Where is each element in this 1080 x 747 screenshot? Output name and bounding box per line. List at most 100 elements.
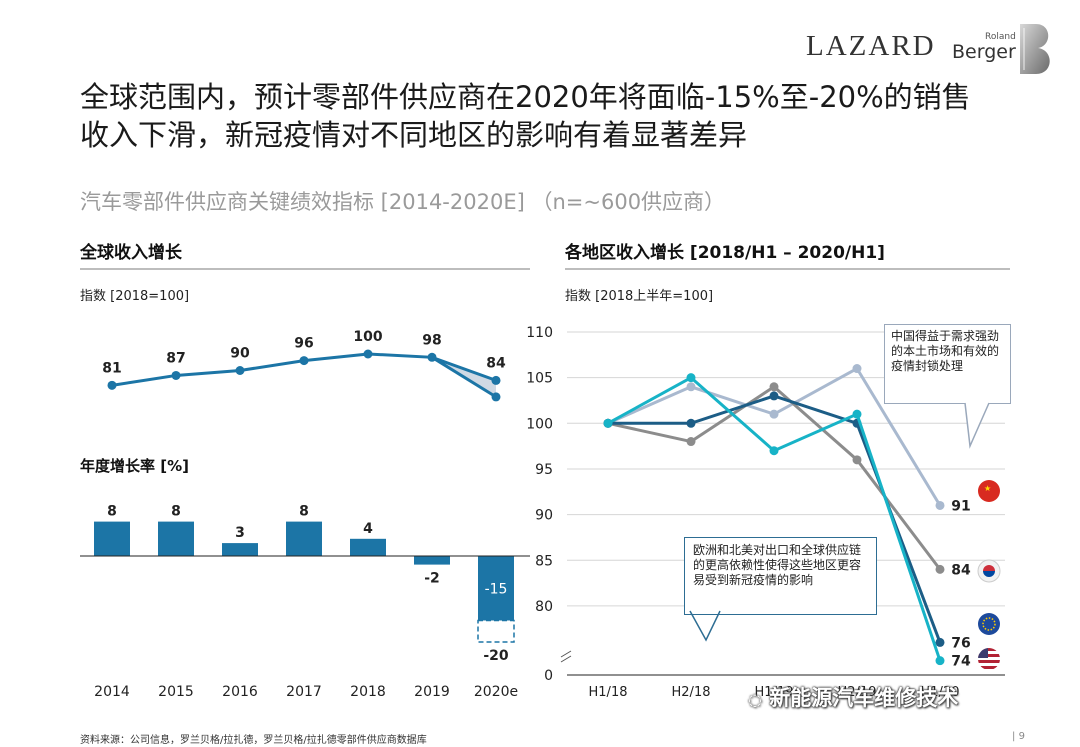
title-line-2: 收入下滑，新冠疫情对不同地区的影响有着显著差异	[80, 118, 748, 152]
region-point-europe	[769, 391, 779, 401]
growth-bar	[478, 556, 514, 621]
y-tick-label: 90	[535, 508, 553, 524]
china-flag-icon: ★	[978, 480, 1000, 502]
page-number-value: 9	[1018, 731, 1025, 742]
region-point-china	[686, 382, 696, 392]
global-index-data-label: 100	[353, 329, 382, 345]
region-point-china	[852, 364, 862, 374]
year-tick-label: 2018	[350, 684, 386, 700]
global-index-data-label: 96	[294, 336, 313, 352]
growth-bar-range	[477, 619, 515, 643]
us-flag-icon	[978, 648, 1000, 670]
lazard-logo: LAZARD	[806, 30, 936, 62]
watermark-text: 新能源汽车维修技术	[769, 686, 959, 710]
left-divider	[80, 268, 530, 270]
region-end-label: 84	[951, 562, 971, 578]
growth-bar	[414, 556, 450, 565]
global-index-point	[427, 352, 437, 362]
year-tick-label: 2015	[158, 684, 194, 700]
growth-bar	[158, 521, 194, 556]
global-index-data-label: 90	[230, 346, 250, 362]
global-index-low-data-label: 74	[486, 409, 506, 410]
period-tick-label: H2/18	[672, 685, 711, 700]
page-number: | 9	[1012, 731, 1025, 742]
region-point-usa	[852, 409, 862, 419]
europe-usa-callout: 欧洲和北美对出口和全球供应链的更高依赖性使得这些地区更容易受到新冠疫情的影响	[684, 537, 877, 615]
global-index-point	[107, 380, 117, 390]
eu-flag-icon	[978, 613, 1000, 635]
callout-pointer	[689, 610, 721, 642]
korea-flag-icon	[977, 559, 1001, 583]
region-point-europe	[935, 637, 945, 647]
growth-bar-label: 8	[299, 504, 309, 520]
growth-bar-label: 8	[171, 504, 181, 520]
y-tick-label: 105	[526, 371, 553, 387]
growth-bar-label: -2	[424, 571, 440, 587]
growth-bar	[222, 543, 258, 556]
growth-bar	[350, 538, 386, 556]
region-point-korea	[769, 382, 779, 392]
regional-growth-heading: 各地区收入增长 [2018/H1 – 2020/H1]	[565, 243, 885, 263]
year-tick-label: 2016	[222, 684, 258, 700]
period-tick-label: H1/18	[589, 685, 628, 700]
global-growth-heading: 全球收入增长	[80, 243, 182, 263]
growth-rate-heading: 年度增长率 [%]	[80, 457, 189, 475]
title-line-1: 全球范围内，预计零部件供应商在2020年将面临-15%至-20%的销售	[80, 80, 971, 114]
growth-bar-label: -15	[485, 581, 508, 597]
global-index-low-point	[491, 392, 501, 402]
growth-bar-label: 4	[363, 521, 373, 537]
subtitle: 汽车零部件供应商关键绩效指标 [2014-2020E] （n=~600供应商）	[80, 190, 726, 214]
y-tick-label: 85	[535, 553, 553, 569]
wechat-icon: ◌	[748, 690, 762, 709]
roland-logo-text: Roland	[985, 32, 1016, 42]
global-index-data-label: 98	[422, 332, 441, 348]
region-point-usa	[686, 373, 696, 383]
global-index-data-label: 84	[486, 355, 506, 371]
region-end-label: 74	[951, 654, 971, 670]
right-divider	[565, 268, 1010, 270]
region-line-usa	[607, 375, 942, 662]
global-index-low-line	[431, 356, 497, 399]
berger-logo-text: Berger	[952, 41, 1016, 63]
roland-berger-b-logo	[1020, 24, 1050, 74]
growth-bar-label: 3	[235, 525, 245, 541]
region-point-usa	[935, 656, 945, 666]
growth-bar-label: 8	[107, 504, 117, 520]
region-point-europe	[686, 418, 696, 428]
china-callout: 中国得益于需求强劲的本土市场和有效的疫情封锁处理	[884, 324, 1011, 404]
global-index-point	[491, 375, 501, 385]
global-index-point	[171, 370, 181, 380]
growth-range-label: -20	[483, 648, 509, 664]
year-tick-label: 2019	[414, 684, 450, 700]
global-index-point	[299, 356, 309, 366]
svg-text:★: ★	[984, 484, 991, 493]
year-tick-label: 2020e	[474, 684, 518, 700]
y-tick-label: 80	[535, 599, 553, 615]
region-end-label: 91	[951, 498, 970, 514]
period-tick-label: H1/20	[921, 685, 960, 700]
source-note: 资料来源：公司信息，罗兰贝格/拉扎德，罗兰贝格/拉扎德零部件供应商数据库	[80, 735, 427, 746]
regional-index-label: 指数 [2018上半年=100]	[565, 289, 714, 304]
europe-usa-callout-text: 欧洲和北美对出口和全球供应链的更高依赖性使得这些地区更容易受到新冠疫情的影响	[693, 543, 862, 587]
china-callout-pointer	[964, 402, 990, 449]
china-callout-text: 中国得益于需求强劲的本土市场和有效的疫情封锁处理	[891, 329, 1000, 373]
period-tick-label: H1/19	[755, 685, 794, 700]
region-end-label: 76	[951, 635, 970, 651]
watermark: ◌ 新能源汽车维修技术	[748, 682, 958, 712]
growth-bar	[94, 521, 130, 556]
growth-bar	[286, 521, 322, 556]
region-point-china	[769, 409, 779, 419]
region-point-korea	[852, 455, 862, 465]
y-tick-label: 110	[526, 325, 553, 341]
page-title: 全球范围内，预计零部件供应商在2020年将面临-15%至-20%的销售 收入下滑…	[80, 78, 1060, 154]
global-index-point	[363, 349, 373, 359]
global-index-chart: 81 87 90 96 100 98 84 74	[102, 329, 506, 410]
region-point-korea	[935, 564, 945, 574]
global-index-label: 指数 [2018=100]	[80, 289, 190, 304]
growth-rate-chart: 8 8 3 8 4 -2 -15 -20 2014 2015 2016 2017 2018 2019 202…	[80, 504, 530, 700]
region-point-usa	[603, 418, 613, 428]
period-tick-label: H2/19	[838, 685, 877, 700]
y-tick-label: 100	[526, 416, 553, 432]
global-index-point	[235, 366, 245, 375]
y-tick-label: 95	[535, 462, 553, 478]
